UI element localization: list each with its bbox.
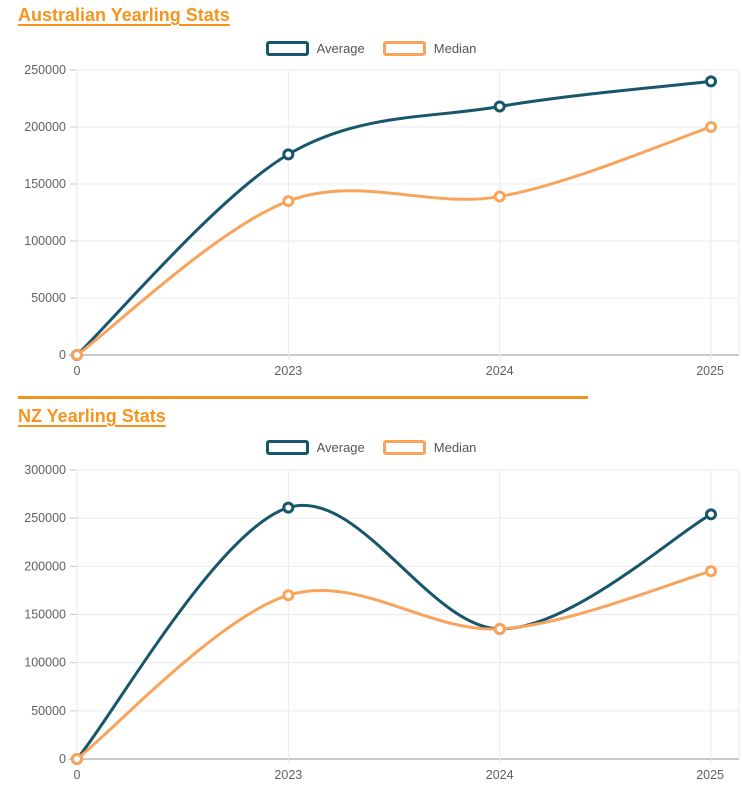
x-tick-label: 2024 — [486, 768, 514, 782]
y-tick-label: 150000 — [24, 608, 66, 622]
y-tick-label: 250000 — [24, 511, 66, 525]
legend-item-median[interactable]: Median — [382, 440, 477, 455]
legend-swatch-median — [382, 41, 426, 56]
y-tick-label: 150000 — [24, 177, 66, 191]
data-point-median[interactable] — [71, 753, 83, 765]
y-tick-label: 100000 — [24, 234, 66, 248]
section-title-australian-yearling-stats[interactable]: Australian Yearling Stats — [18, 5, 230, 25]
x-tick-label: 0 — [74, 768, 81, 782]
data-point-median[interactable] — [282, 195, 295, 208]
y-tick-label: 200000 — [24, 559, 66, 573]
legend-nz-chart: Average Median — [0, 440, 742, 455]
legend-label: Median — [433, 440, 477, 455]
x-tick-label: 0 — [74, 364, 81, 378]
series-line-average — [75, 503, 713, 761]
series-line-median — [75, 125, 713, 357]
y-tick-label: 200000 — [24, 120, 66, 134]
section-title-nz-yearling-stats[interactable]: NZ Yearling Stats — [18, 406, 166, 426]
legend-label: Average — [316, 440, 365, 455]
data-point-average[interactable] — [282, 501, 295, 514]
legend-swatch-median — [382, 440, 426, 455]
x-tick-label: 2023 — [274, 364, 302, 378]
data-point-median[interactable] — [493, 190, 506, 203]
data-point-average[interactable] — [493, 100, 506, 113]
y-tick-label: 250000 — [24, 63, 66, 77]
y-tick-label: 0 — [59, 752, 66, 766]
y-tick-label: 100000 — [24, 656, 66, 670]
data-point-median[interactable] — [282, 589, 295, 602]
legend-swatch-average — [265, 41, 309, 56]
y-tick-label: 50000 — [31, 291, 66, 305]
y-tick-label: 0 — [59, 348, 66, 362]
x-tick-label: 2025 — [696, 768, 724, 782]
data-point-median[interactable] — [493, 622, 506, 635]
y-tick-label: 50000 — [31, 704, 66, 718]
legend-australian-chart: Average Median — [0, 41, 742, 56]
data-point-average[interactable] — [282, 148, 295, 161]
data-point-median[interactable] — [705, 565, 717, 578]
legend-item-median[interactable]: Median — [382, 41, 477, 56]
data-point-median[interactable] — [705, 121, 717, 133]
x-tick-label: 2024 — [486, 364, 514, 378]
data-point-average[interactable] — [705, 508, 717, 521]
legend-item-average[interactable]: Average — [265, 440, 365, 455]
legend-label: Average — [316, 41, 365, 56]
line-chart-australian-yearling-stats: 0 50000 100000 150000 200000 250000 0 2023 2024 2… — [24, 63, 740, 378]
legend-label: Median — [433, 41, 477, 56]
data-point-median[interactable] — [71, 349, 83, 361]
series-line-median — [75, 569, 713, 761]
x-tick-label: 2025 — [696, 364, 724, 378]
legend-swatch-average — [265, 440, 309, 455]
series-line-average — [75, 79, 713, 357]
line-chart-nz-yearling-stats: 0 50000 100000 150000 200000 250000 300000 0 202… — [24, 463, 740, 782]
legend-item-average[interactable]: Average — [265, 41, 365, 56]
section-divider — [18, 396, 588, 399]
data-point-average[interactable] — [705, 75, 717, 88]
x-tick-label: 2023 — [274, 768, 302, 782]
y-tick-label: 300000 — [24, 463, 66, 477]
